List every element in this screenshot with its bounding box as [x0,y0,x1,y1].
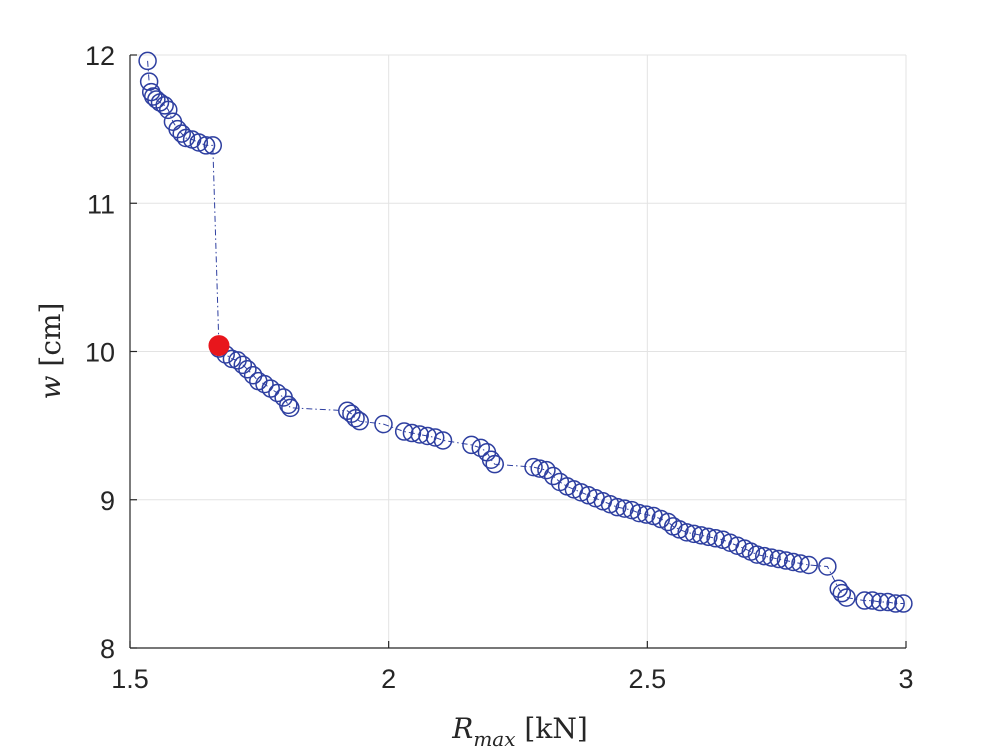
data-point [543,466,563,486]
x-axis-label-space [516,712,525,745]
y-tick-label: 8 [100,634,115,664]
x-tick-label: 2 [381,664,396,694]
x-axis-label-subscript: max [473,727,515,750]
data-point [203,136,223,155]
x-axis-label-main: R [451,712,473,745]
data-point [485,454,504,474]
data-point [346,408,365,428]
data-point [706,529,725,548]
data-point [196,136,216,155]
series-connector [147,60,904,604]
x-tick-label: 2.5 [629,664,667,694]
data-point [855,591,874,610]
y-axis-label: w [cm] [34,303,67,400]
y-axis-label-space [34,367,67,376]
series-dashdot-line [147,60,904,604]
y-axis-label-main: w [34,375,67,399]
highlighted-point [208,335,230,357]
data-point [863,591,882,610]
y-tick-label: 10 [85,338,115,368]
data-point [769,549,788,569]
data-point [176,128,196,148]
data-point [481,450,501,469]
data-point [886,594,905,613]
data-point [747,545,767,564]
data-point [870,592,890,612]
data-point [677,523,696,542]
x-tick-label: 3 [898,664,913,694]
data-point [894,594,913,613]
data-point [425,428,445,447]
data-point [394,422,414,441]
data-point [255,374,274,394]
data-point [818,557,837,576]
data-point [159,100,178,120]
data-point [243,365,263,385]
data-point [537,460,556,480]
data-point [791,554,810,573]
data-point [155,96,174,115]
data-point [238,360,257,379]
y-tick-label: 9 [100,486,115,516]
data-point [691,526,711,545]
data-point [139,72,159,91]
data-point [699,527,718,547]
data-point [762,548,781,567]
data-markers [138,51,913,613]
data-point [615,499,634,518]
data-point [755,546,774,566]
y-axis-label-unit: [cm] [34,303,67,367]
data-point [402,423,422,443]
data-point [776,551,796,570]
y-tick-label: 11 [87,189,115,219]
y-tick-label: 12 [85,41,115,71]
data-point [783,552,803,572]
data-point [138,51,157,71]
data-point [144,87,163,106]
data-point [629,503,649,523]
data-point [608,497,627,517]
data-point [374,414,393,434]
data-point [684,524,704,544]
axes-box [129,54,907,649]
data-point [799,555,818,575]
data-point [233,355,253,375]
data-point [350,411,369,431]
data-point [433,431,453,450]
x-axis-label-unit: [kN] [524,712,587,745]
data-point [837,588,856,607]
data-point [268,383,287,403]
data-point [832,583,852,603]
data-point [471,438,491,458]
tick-labels: 1.5 2 2.5 3 8 9 10 11 12 [85,41,914,694]
data-point [637,505,656,524]
data-point [279,395,298,415]
data-point [462,435,481,455]
data-point [410,425,429,444]
data-point [172,124,191,143]
x-tick-label: 1.5 [111,664,149,694]
data-point [281,398,300,418]
data-point [524,457,543,477]
data-point [878,592,898,612]
x-axis-label: Rmax [kN] [451,712,588,750]
